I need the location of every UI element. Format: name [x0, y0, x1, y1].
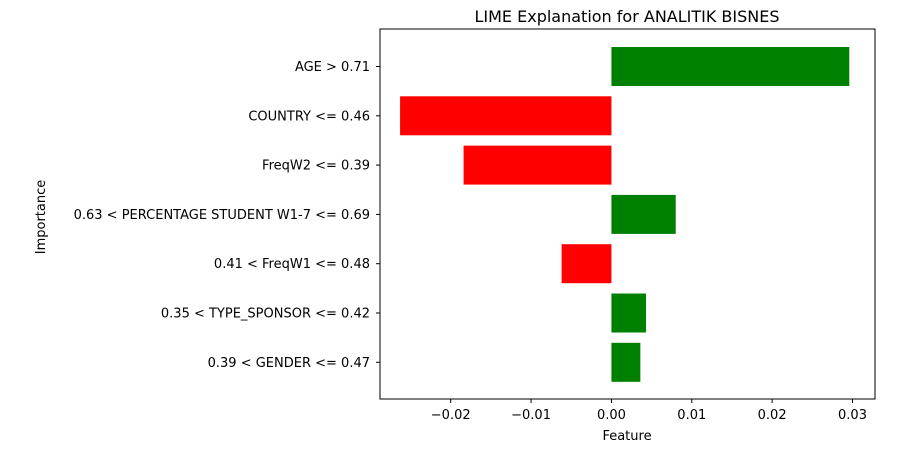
bar-0 — [611, 47, 850, 86]
y-tick-label-2: FreqW2 <= 0.39 — [262, 159, 370, 174]
bar-4 — [561, 244, 612, 284]
y-tick-label-6: 0.39 < GENDER <= 0.47 — [208, 356, 370, 371]
y-tick-label-1: COUNTRY <= 0.46 — [248, 109, 370, 124]
x-tick-label-1: −0.01 — [511, 408, 551, 423]
plot-frame — [379, 28, 876, 400]
chart-title: LIME Explanation for ANALITIK BISNES — [474, 7, 779, 26]
bar-5 — [611, 293, 646, 333]
y-tick-label-3: 0.63 < PERCENTAGE STUDENT W1-7 <= 0.69 — [74, 208, 370, 223]
y-axis-label: Importance — [34, 180, 49, 255]
bar-2 — [463, 145, 612, 185]
x-axis-label: Feature — [602, 429, 651, 444]
x-tick-label-3: 0.01 — [677, 408, 706, 423]
x-ticks-group: −0.02 −0.01 0.00 0.01 0.02 0.03 — [431, 399, 867, 423]
y-tick-label-5: 0.35 < TYPE_SPONSOR <= 0.42 — [161, 307, 370, 322]
bars-group — [400, 47, 850, 382]
x-tick-label-0: −0.02 — [431, 408, 471, 423]
x-tick-label-4: 0.02 — [758, 408, 787, 423]
bar-1 — [400, 96, 612, 136]
x-tick-label-2: 0.00 — [597, 408, 626, 423]
x-tick-label-5: 0.03 — [838, 408, 867, 423]
bar-3 — [611, 194, 676, 234]
y-tick-label-4: 0.41 < FreqW1 <= 0.48 — [214, 257, 370, 272]
y-ticks-group: AGE > 0.71 COUNTRY <= 0.46 FreqW2 <= 0.39 0… — [74, 60, 380, 371]
y-tick-label-0: AGE > 0.71 — [295, 60, 370, 75]
bar-6 — [611, 342, 641, 382]
